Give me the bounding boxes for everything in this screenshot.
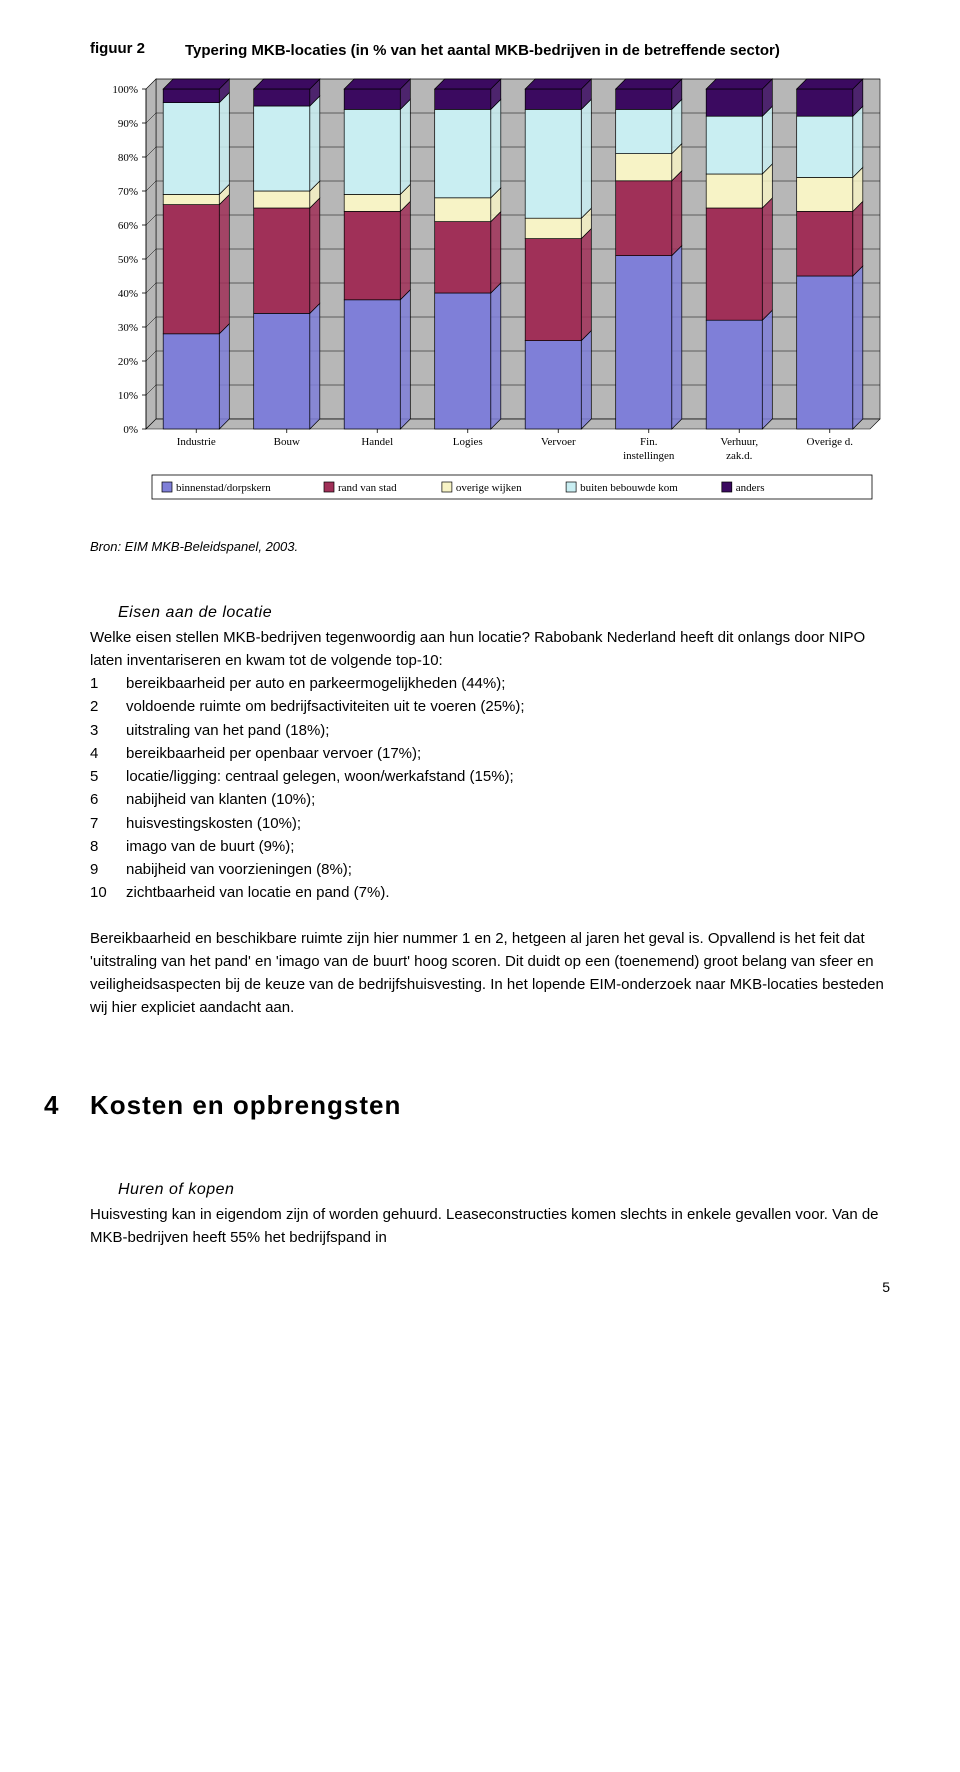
svg-text:Overige d.: Overige d.: [807, 436, 854, 448]
list-item-number: 8: [90, 835, 126, 858]
list-item-number: 3: [90, 719, 126, 742]
svg-text:80%: 80%: [118, 152, 138, 164]
svg-text:40%: 40%: [118, 288, 138, 300]
svg-text:Fin.: Fin.: [640, 436, 658, 448]
list-item: 9nabijheid van voorzieningen (8%);: [90, 858, 890, 881]
svg-text:70%: 70%: [118, 186, 138, 198]
svg-text:20%: 20%: [118, 356, 138, 368]
figure-source: Bron: EIM MKB-Beleidspanel, 2003.: [90, 539, 890, 554]
numbered-list: 1bereikbaarheid per auto en parkeermogel…: [90, 672, 890, 905]
list-item: 6nabijheid van klanten (10%);: [90, 788, 890, 811]
svg-text:0%: 0%: [123, 424, 138, 436]
svg-text:instellingen: instellingen: [623, 450, 675, 462]
svg-text:buiten bebouwde kom: buiten bebouwde kom: [580, 482, 678, 494]
list-item-text: zichtbaarheid van locatie en pand (7%).: [126, 881, 390, 904]
chart-container: 0% 10% 20% 30% 40% 50% 60% 70% 80% 90% 100% Industr…: [90, 73, 890, 533]
svg-text:Logies: Logies: [453, 436, 483, 448]
section-heading-row: 4 Kosten en opbrengsten: [90, 1090, 890, 1121]
list-item-number: 10: [90, 881, 126, 904]
list-item-text: bereikbaarheid per openbaar vervoer (17%…: [126, 742, 421, 765]
svg-text:50%: 50%: [118, 254, 138, 266]
svg-text:30%: 30%: [118, 322, 138, 334]
svg-text:90%: 90%: [118, 118, 138, 130]
list-item-text: imago van de buurt (9%);: [126, 835, 294, 858]
svg-text:zak.d.: zak.d.: [726, 450, 753, 462]
list-item-number: 5: [90, 765, 126, 788]
svg-text:anders: anders: [736, 482, 765, 494]
figure-title: Typering MKB-locaties (in % van het aant…: [185, 40, 780, 63]
list-item-text: huisvestingskosten (10%);: [126, 812, 301, 835]
list-item-text: nabijheid van voorzieningen (8%);: [126, 858, 352, 881]
page: figuur 2 Typering MKB-locaties (in % van…: [0, 0, 960, 1335]
page-number: 5: [90, 1279, 890, 1295]
list-item-number: 2: [90, 695, 126, 718]
list-item-number: 1: [90, 672, 126, 695]
svg-text:Verhuur,: Verhuur,: [720, 436, 758, 448]
svg-text:100%: 100%: [112, 84, 138, 96]
svg-text:overige wijken: overige wijken: [456, 482, 522, 494]
svg-text:rand van stad: rand van stad: [338, 482, 397, 494]
svg-text:binnenstad/dorpskern: binnenstad/dorpskern: [176, 482, 271, 494]
list-item-text: voldoende ruimte om bedrijfsactiviteiten…: [126, 695, 525, 718]
list-item-text: bereikbaarheid per auto en parkeermogeli…: [126, 672, 505, 695]
section-title: Kosten en opbrengsten: [90, 1090, 401, 1121]
list-item: 8imago van de buurt (9%);: [90, 835, 890, 858]
list-item-number: 7: [90, 812, 126, 835]
list-item: 3uitstraling van het pand (18%);: [90, 719, 890, 742]
list-item-text: uitstraling van het pand (18%);: [126, 719, 329, 742]
list-item-number: 4: [90, 742, 126, 765]
body-paragraph-2: Huisvesting kan in eigendom zijn of word…: [90, 1203, 890, 1250]
intro-paragraph: Welke eisen stellen MKB-bedrijven tegenw…: [90, 626, 890, 673]
svg-text:60%: 60%: [118, 220, 138, 232]
list-item-text: locatie/ligging: centraal gelegen, woon/…: [126, 765, 514, 788]
svg-text:Handel: Handel: [361, 436, 393, 448]
figure-header: figuur 2 Typering MKB-locaties (in % van…: [90, 40, 890, 63]
svg-text:Vervoer: Vervoer: [541, 436, 576, 448]
svg-text:10%: 10%: [118, 390, 138, 402]
body-paragraph: Bereikbaarheid en beschikbare ruimte zij…: [90, 927, 890, 1020]
list-item: 5locatie/ligging: centraal gelegen, woon…: [90, 765, 890, 788]
list-item: 4bereikbaarheid per openbaar vervoer (17…: [90, 742, 890, 765]
list-item: 10zichtbaarheid van locatie en pand (7%)…: [90, 881, 890, 904]
list-item-text: nabijheid van klanten (10%);: [126, 788, 315, 811]
stacked-bar-chart: 0% 10% 20% 30% 40% 50% 60% 70% 80% 90% 100% Industr…: [90, 73, 890, 533]
list-item: 7huisvestingskosten (10%);: [90, 812, 890, 835]
list-item: 2voldoende ruimte om bedrijfsactiviteite…: [90, 695, 890, 718]
svg-text:Industrie: Industrie: [177, 436, 216, 448]
svg-text:Bouw: Bouw: [274, 436, 300, 448]
subsection-title-huren: Huren of kopen: [118, 1181, 890, 1199]
list-item-number: 6: [90, 788, 126, 811]
subsection-title-eisen: Eisen aan de locatie: [118, 604, 890, 622]
list-item-number: 9: [90, 858, 126, 881]
figure-label: figuur 2: [90, 40, 185, 63]
section-number: 4: [44, 1090, 90, 1121]
list-item: 1bereikbaarheid per auto en parkeermogel…: [90, 672, 890, 695]
